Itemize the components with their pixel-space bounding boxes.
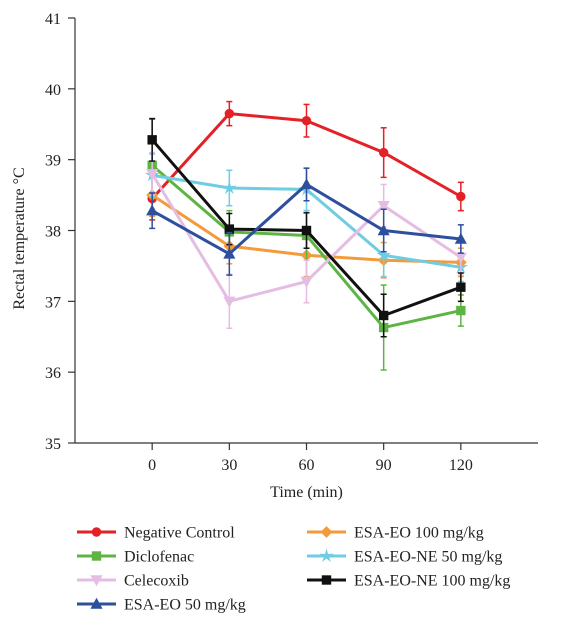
legend-label-1: ESA-EO 100 mg/kg — [354, 525, 484, 542]
data-point-0-2 — [301, 116, 312, 126]
data-point-4-3 — [377, 201, 390, 212]
data-point-5-0 — [147, 135, 157, 145]
legend-marker-5 — [321, 575, 332, 585]
y-axis-label: Rectal temperature °C — [11, 167, 28, 309]
y-tick-label-40: 40 — [45, 82, 61, 99]
legend-item-1: ESA-EO 100 mg/kg — [307, 525, 484, 542]
data-point-5-2 — [301, 225, 312, 236]
data-point-2-4 — [456, 305, 466, 316]
legend-marker-2 — [91, 551, 102, 561]
legend-item-4: Celecoxib — [77, 573, 189, 590]
legend-item-0: Negative Control — [77, 525, 235, 542]
legend-item-2: Diclofenac — [77, 549, 194, 566]
x-axis-label: Time (min) — [270, 484, 343, 501]
legend-item-6: ESA-EO 50 mg/kg — [77, 597, 246, 614]
x-tick-label-0: 0 — [148, 457, 156, 474]
y-tick-label-37: 37 — [45, 294, 61, 311]
data-point-6-3 — [377, 224, 390, 236]
data-point-5-3 — [378, 310, 389, 321]
data-point-4-0 — [146, 169, 159, 181]
legend-marker-0 — [91, 527, 102, 537]
legend-marker-1 — [320, 526, 333, 538]
y-tick-label-36: 36 — [45, 365, 61, 382]
legend-label-2: Diclofenac — [124, 549, 194, 566]
data-point-6-4 — [454, 232, 467, 244]
legend-item-3: ESA-EO-NE 50 mg/kg — [307, 548, 502, 566]
data-point-0-1 — [224, 108, 235, 119]
x-tick-label-30: 30 — [221, 457, 237, 474]
y-tick-label-39: 39 — [45, 153, 61, 170]
data-point-0-3 — [378, 147, 389, 158]
y-tick-label-38: 38 — [45, 224, 61, 241]
data-point-6-1 — [223, 247, 236, 259]
legend-label-4: Celecoxib — [124, 573, 189, 590]
data-point-3-1 — [222, 180, 237, 195]
x-tick-label-120: 120 — [449, 457, 473, 474]
legend-label-0: Negative Control — [124, 525, 235, 542]
x-tick-label-60: 60 — [299, 457, 315, 474]
data-point-6-0 — [146, 204, 159, 216]
data-point-4-2 — [300, 276, 313, 288]
data-point-4-1 — [223, 296, 236, 308]
legend-label-5: ESA-EO-NE 100 mg/kg — [354, 573, 510, 590]
series-layer — [144, 100, 469, 371]
legend-marker-3 — [319, 548, 334, 563]
data-point-0-4 — [456, 191, 466, 202]
legend-marker-4 — [90, 575, 103, 587]
legend-label-6: ESA-EO 50 mg/kg — [124, 597, 246, 614]
legend-label-3: ESA-EO-NE 50 mg/kg — [354, 549, 502, 566]
y-tick-label-41: 41 — [45, 11, 61, 28]
axes: 35 36 37 38 39 40 41 0 30 60 90 120 — [45, 11, 538, 474]
y-tick-label-35: 35 — [45, 436, 61, 453]
legend: Negative Control ESA-EO 100 mg/kg Diclofen… — [77, 525, 510, 614]
data-point-6-2 — [300, 178, 313, 190]
series-6 — [146, 167, 467, 276]
series-5 — [147, 117, 466, 338]
legend-marker-6 — [90, 597, 103, 609]
data-point-5-4 — [456, 282, 466, 292]
data-point-3-3 — [376, 247, 391, 262]
legend-item-5: ESA-EO-NE 100 mg/kg — [307, 573, 510, 590]
x-tick-label-90: 90 — [376, 457, 392, 474]
